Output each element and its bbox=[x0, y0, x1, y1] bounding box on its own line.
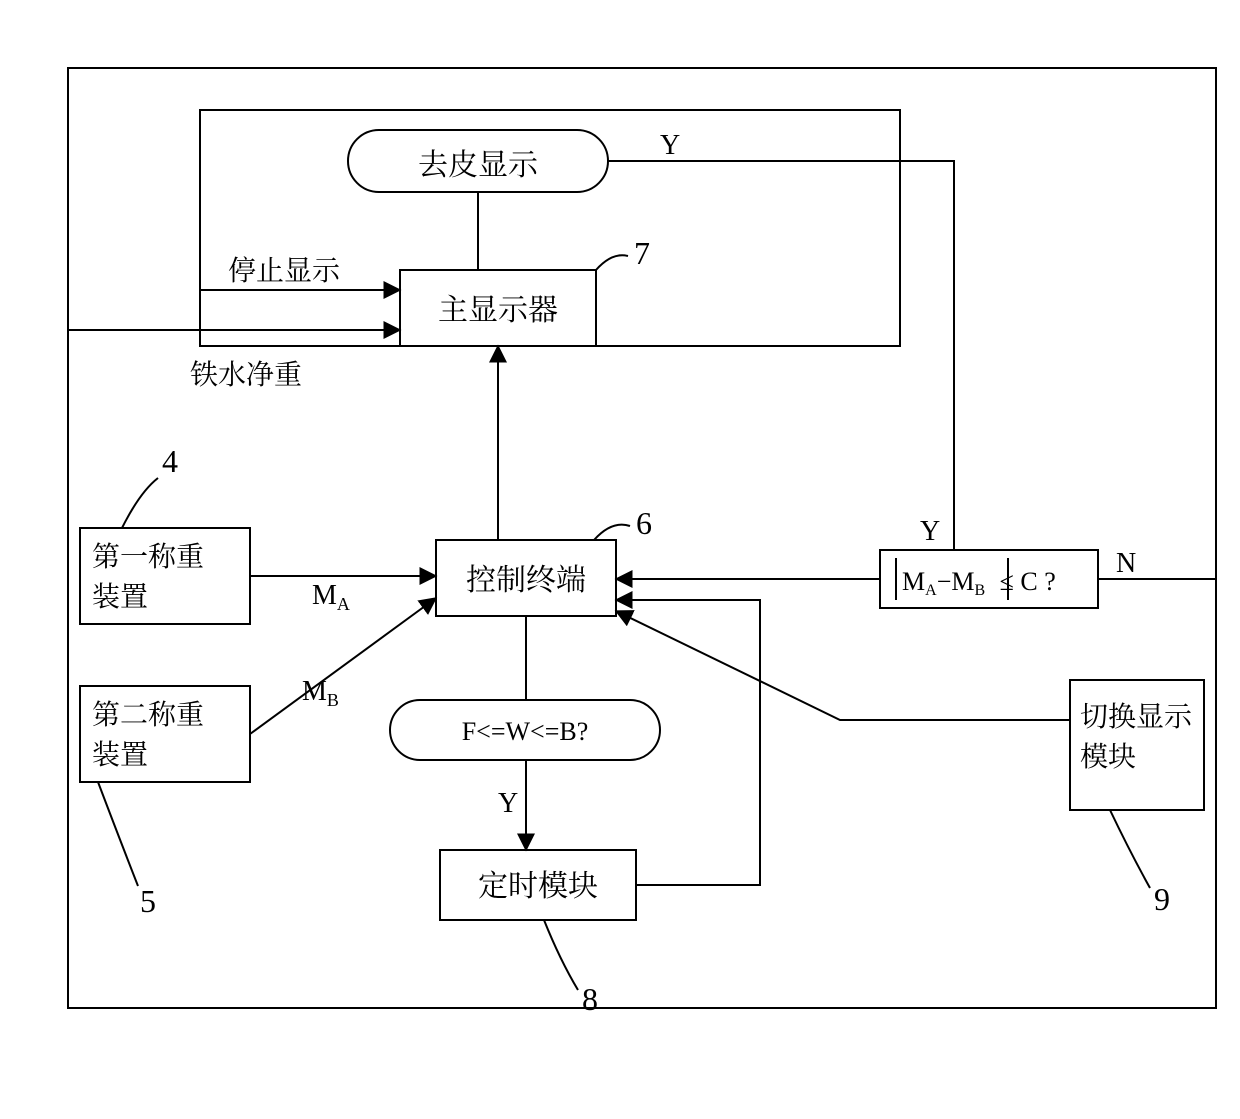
label-y-range: Y bbox=[498, 788, 518, 819]
label-y-cmp-left: Y bbox=[920, 516, 940, 547]
edge-w2-to-ctrl bbox=[250, 598, 436, 734]
weigh2-line2: 装置 bbox=[92, 733, 148, 773]
switch-line1: 切换显示 bbox=[1080, 695, 1193, 735]
ref6-leader bbox=[594, 525, 630, 540]
ref-8: 8 bbox=[582, 981, 598, 1017]
ref8-leader bbox=[544, 920, 578, 990]
main-display-label: 主显示器 bbox=[438, 285, 558, 329]
label-y-tare: Y bbox=[660, 130, 680, 161]
control-terminal-label: 控制终端 bbox=[466, 555, 586, 599]
edge-timer-to-ctrl bbox=[616, 600, 760, 885]
ref7-leader bbox=[596, 255, 628, 270]
ref-9: 9 bbox=[1154, 881, 1170, 917]
label-net-weight: 铁水净重 bbox=[190, 353, 302, 393]
ref5-leader bbox=[98, 782, 138, 886]
weigh2-line1: 第二称重 bbox=[92, 693, 204, 733]
timer-label: 定时模块 bbox=[478, 861, 598, 905]
ref-4: 4 bbox=[162, 443, 178, 479]
ref9-leader bbox=[1110, 810, 1150, 888]
tare-display-label: 去皮显示 bbox=[418, 140, 539, 184]
edge-cmp-n-right bbox=[1098, 68, 1216, 579]
switch-line2: 模块 bbox=[1080, 735, 1136, 775]
weigh1-line2: 装置 bbox=[92, 575, 148, 615]
decision-compare-formula: MA−MB ≤ C ? bbox=[902, 567, 1056, 599]
edge-cmp-y-up bbox=[608, 161, 954, 550]
ref-6: 6 bbox=[636, 505, 652, 541]
label-n-cmp: N bbox=[1116, 548, 1136, 579]
decision-range-label: F<=W<=B? bbox=[462, 717, 589, 746]
edge-switch-to-ctrl bbox=[616, 611, 1070, 720]
ref4-leader bbox=[122, 478, 158, 528]
weigh1-line1: 第一称重 bbox=[92, 535, 204, 575]
label-ma: MA bbox=[312, 580, 350, 614]
label-mb: MB bbox=[302, 676, 339, 710]
ref-5: 5 bbox=[140, 883, 156, 919]
ref-7: 7 bbox=[634, 235, 650, 271]
label-stop-display: 停止显示 bbox=[228, 249, 341, 289]
diagram-root: 去皮显示 Y 主显示器 7 停止显示 铁水净重 控制终端 6 第一称重 装置 4… bbox=[0, 0, 1240, 1119]
